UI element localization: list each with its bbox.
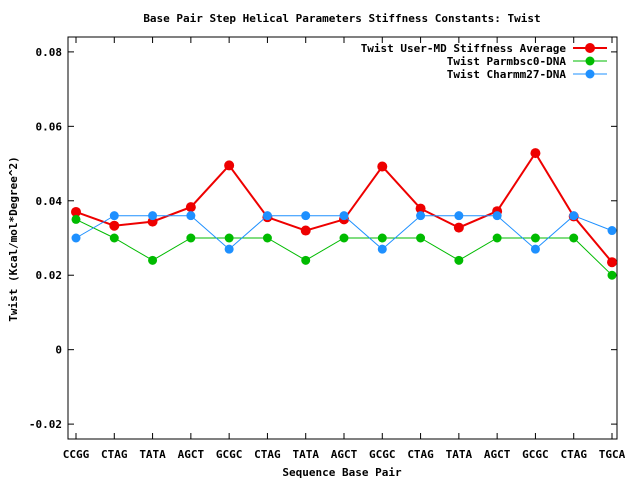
x-tick-label: TATA	[292, 448, 319, 461]
legend-label: Twist User-MD Stiffness Average	[361, 42, 567, 55]
data-point	[185, 202, 196, 213]
series-layer	[71, 148, 617, 280]
data-point	[377, 233, 387, 243]
legend-label: Twist Parmbsc0-DNA	[447, 55, 567, 68]
data-point	[530, 148, 541, 159]
y-tick-label: -0.02	[29, 418, 62, 431]
y-tick-label: 0.04	[36, 195, 63, 208]
data-point	[339, 233, 349, 243]
data-point	[416, 211, 426, 221]
data-point	[569, 211, 579, 221]
data-point	[262, 211, 272, 221]
data-point	[453, 222, 464, 233]
x-tick-label: TGCA	[599, 448, 626, 461]
data-point	[530, 233, 540, 243]
data-point	[71, 214, 81, 224]
data-point	[415, 203, 426, 214]
x-tick-label: CTAG	[560, 448, 587, 461]
axes-layer: -0.02 0 0.02 0.04 0.06 0.08 CCGG CTAG TATA AGCT GC…	[29, 37, 626, 461]
x-tick-label: AGCT	[331, 448, 358, 461]
x-axis-label: Sequence Base Pair	[282, 466, 402, 479]
x-tick-label: TATA	[139, 448, 166, 461]
plot-frame	[67, 36, 618, 440]
data-point	[262, 233, 272, 243]
x-tick-label: CTAG	[254, 448, 281, 461]
data-point	[109, 233, 119, 243]
legend-marker	[585, 69, 595, 79]
data-point	[301, 255, 311, 265]
legend-label: Twist Charmm27-DNA	[447, 68, 567, 81]
data-point	[530, 244, 540, 254]
y-tick-label: 0.08	[36, 46, 63, 59]
data-point	[454, 211, 464, 221]
data-point	[300, 225, 311, 236]
data-point	[454, 255, 464, 265]
legend-marker	[585, 43, 595, 53]
data-point	[339, 211, 349, 221]
data-point	[186, 233, 196, 243]
data-point	[224, 244, 234, 254]
data-point	[377, 244, 387, 254]
x-tick-label: AGCT	[178, 448, 205, 461]
x-tick-label: TATA	[446, 448, 473, 461]
data-point	[71, 206, 81, 217]
data-point	[224, 233, 234, 243]
chart-title: Base Pair Step Helical Parameters Stiffn…	[143, 12, 540, 25]
y-tick-label: 0.06	[36, 120, 63, 133]
data-point	[416, 233, 426, 243]
data-point	[186, 211, 196, 221]
data-point	[492, 211, 502, 221]
data-point	[607, 257, 617, 268]
y-axis-label: Twist (Kcal/mol*Degree^2)	[7, 156, 20, 322]
x-tick-label: CTAG	[407, 448, 434, 461]
data-point	[492, 233, 502, 243]
x-tick-label: GCGC	[522, 448, 549, 461]
data-point	[148, 255, 158, 265]
data-point	[607, 270, 617, 280]
data-point	[224, 160, 235, 171]
data-point	[71, 233, 81, 243]
data-point	[607, 226, 617, 236]
series-3	[71, 211, 617, 254]
x-tick-label: CTAG	[101, 448, 128, 461]
data-point	[148, 211, 158, 221]
y-tick-label: 0.02	[36, 269, 63, 282]
x-tick-label: CCGG	[63, 448, 90, 461]
data-point	[377, 161, 388, 172]
x-tick-label: GCGC	[216, 448, 243, 461]
x-tick-label: AGCT	[484, 448, 511, 461]
data-point	[301, 211, 311, 221]
legend-marker	[585, 56, 595, 66]
data-point	[109, 211, 119, 221]
x-tick-label: GCGC	[369, 448, 396, 461]
data-point	[569, 233, 579, 243]
y-tick-label: 0	[55, 344, 62, 357]
data-point	[109, 220, 120, 231]
